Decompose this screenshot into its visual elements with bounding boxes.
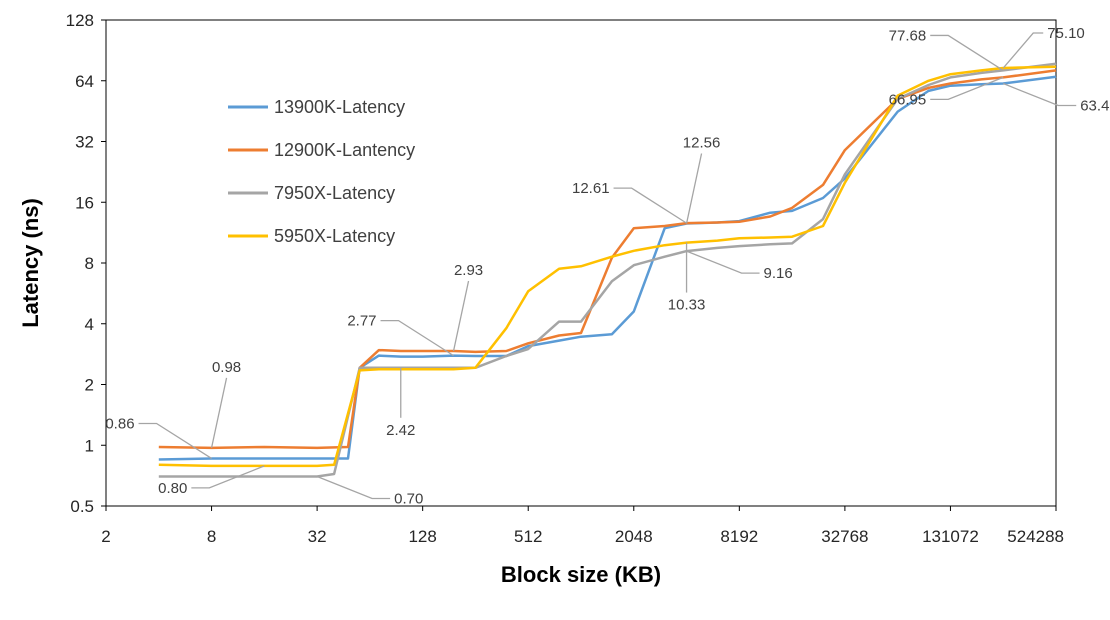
annotation-label-2-93: 2.93: [454, 262, 483, 279]
annotation-label-0-98: 0.98: [212, 359, 241, 376]
x-tick-label-2: 2: [101, 527, 110, 546]
y-tick-label-0-5: 0.5: [70, 497, 94, 516]
annotation-leader-12-56: [685, 153, 703, 224]
annotation-layer: 0.86 0.98 0.80 0.70 2.77 2.93 2.42 12.61 12.56 10…: [105, 25, 1110, 507]
annotation-leader-63-47: [1002, 82, 1077, 107]
y-tick-label-32: 32: [75, 133, 94, 152]
x-axis-title: Block size (KB): [501, 562, 661, 587]
annotation-label-12-61: 12.61: [572, 180, 610, 197]
annotation-leader-0-98: [210, 377, 228, 449]
annotation-label-2-77: 2.77: [347, 313, 376, 330]
x-tick-label-8192: 8192: [720, 527, 758, 546]
series-layer: [158, 62, 1057, 478]
annotation-label-10-33: 10.33: [668, 297, 706, 314]
legend-label-7950x-latency: 7950X-Latency: [274, 183, 395, 203]
annotation-label-66-95: 66.95: [889, 91, 927, 108]
x-axis: 2 8 32 128 512 2048 8192 32768 131072 524288: [101, 506, 1064, 546]
annotation-leader-2-77: [380, 319, 454, 357]
annotation-label-2-42: 2.42: [386, 422, 415, 439]
y-tick-label-4: 4: [85, 315, 94, 334]
y-tick-label-2: 2: [85, 376, 94, 395]
y-tick-label-8: 8: [85, 254, 94, 273]
y-tick-label-128: 128: [66, 11, 94, 30]
annotation-label-0-70: 0.70: [394, 491, 423, 508]
x-tick-label-2048: 2048: [615, 527, 653, 546]
y-tick-label-1: 1: [85, 436, 94, 455]
annotation-leader-75-10: [1002, 32, 1044, 69]
annotation-leader-0-70: [316, 475, 391, 500]
y-tick-label-64: 64: [75, 72, 94, 91]
x-tick-label-128: 128: [408, 527, 436, 546]
annotation-label-12-56: 12.56: [683, 134, 721, 151]
annotation-leader-77-68: [930, 34, 1004, 71]
y-tick-label-16: 16: [75, 193, 94, 212]
legend: 13900K-Latency 12900K-Lantency 7950X-Laten…: [228, 97, 415, 246]
x-tick-label-32: 32: [308, 527, 327, 546]
y-axis: 0.5 1 2 4 8 16 32 64 128: [66, 11, 106, 516]
annotation-leader-0-80: [191, 465, 265, 489]
annotation-label-63-47: 63.47: [1080, 98, 1110, 115]
x-tick-label-131072: 131072: [922, 527, 979, 546]
annotation-label-77-68: 77.68: [889, 27, 927, 44]
legend-label-12900k-lantency: 12900K-Lantency: [274, 140, 415, 160]
x-tick-label-8: 8: [207, 527, 216, 546]
x-tick-label-512: 512: [514, 527, 542, 546]
annotation-leader-2-93: [452, 280, 470, 352]
annotation-label-9-16: 9.16: [764, 265, 793, 282]
legend-label-13900k-latency: 13900K-Latency: [274, 97, 405, 117]
annotation-label-75-10: 75.10: [1047, 25, 1085, 42]
annotation-leader-12-61: [613, 187, 687, 224]
annotation-leader-0-86: [138, 422, 212, 460]
annotation-leader-66-95: [930, 76, 1004, 101]
y-axis-title: Latency (ns): [18, 198, 43, 328]
x-tick-label-524288: 524288: [1007, 527, 1064, 546]
series-line-5950x-latency: [158, 65, 1057, 468]
annotation-label-0-80: 0.80: [158, 480, 187, 497]
series-line-7950x-latency: [158, 62, 1057, 478]
legend-label-5950x-latency: 5950X-Latency: [274, 226, 395, 246]
x-tick-label-32768: 32768: [821, 527, 868, 546]
annotation-label-0-86: 0.86: [105, 415, 134, 432]
annotation-leader-9-16: [686, 250, 760, 274]
